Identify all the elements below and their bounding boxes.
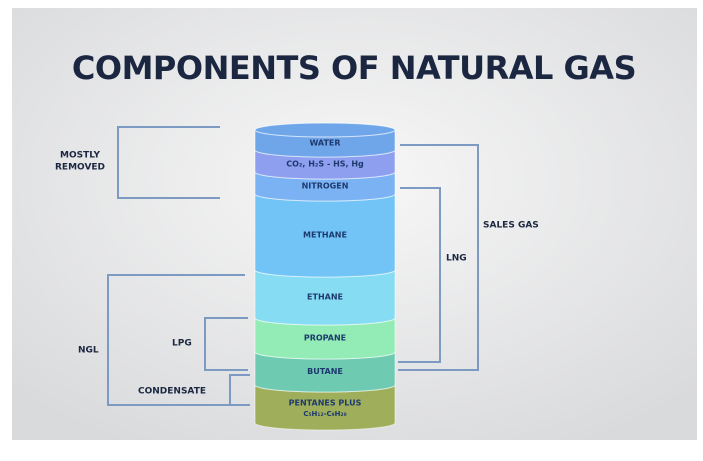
layer-label: PENTANES PLUS: [289, 399, 362, 408]
group-label: SALES GAS: [483, 221, 539, 231]
layer-formula: C₅H₁₂-C₉H₂₀: [303, 410, 346, 418]
group-label: LPG: [172, 339, 192, 349]
group-label: MOSTLY: [60, 151, 101, 161]
group-label: REMOVED: [55, 163, 105, 173]
title: COMPONENTS OF NATURAL GAS: [72, 49, 636, 87]
group-label: LNG: [446, 254, 467, 264]
group-label: NGL: [78, 346, 99, 356]
layer-label: CO₂, H₂S - HS, Hg: [286, 160, 364, 169]
layer-label: NITROGEN: [302, 182, 349, 191]
layer-label: PROPANE: [304, 334, 346, 343]
group-label: CONDENSATE: [138, 387, 206, 397]
layer-label: BUTANE: [307, 367, 343, 376]
layer-top: [255, 123, 395, 137]
diagram: COMPONENTS OF NATURAL GAS WATER CO₂, H₂S …: [0, 0, 703, 457]
layer-label: ETHANE: [307, 293, 343, 302]
cylinder: WATER CO₂, H₂S - HS, Hg NITROGEN METHANE ETH…: [255, 123, 395, 430]
layer-label: WATER: [309, 139, 340, 148]
layer-label: METHANE: [303, 231, 347, 240]
